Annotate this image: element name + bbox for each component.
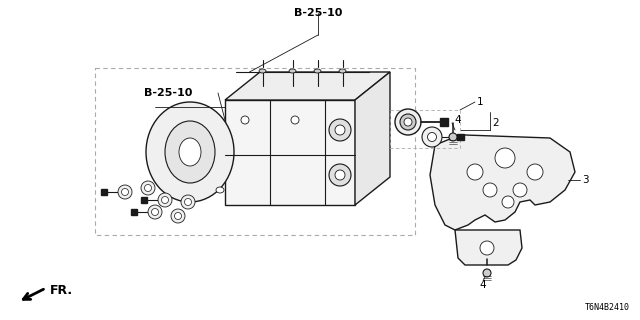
Polygon shape <box>430 135 575 230</box>
Text: T6N4B2410: T6N4B2410 <box>585 303 630 312</box>
Ellipse shape <box>502 196 514 208</box>
Ellipse shape <box>314 69 321 73</box>
Polygon shape <box>440 118 448 126</box>
Ellipse shape <box>118 185 132 199</box>
Ellipse shape <box>289 69 296 73</box>
Ellipse shape <box>513 183 527 197</box>
Polygon shape <box>141 197 147 203</box>
Polygon shape <box>355 72 390 205</box>
Polygon shape <box>225 100 355 205</box>
Ellipse shape <box>404 118 412 126</box>
Ellipse shape <box>422 127 442 147</box>
Ellipse shape <box>527 164 543 180</box>
Ellipse shape <box>483 269 491 277</box>
Text: 2: 2 <box>492 118 499 128</box>
Ellipse shape <box>339 69 346 73</box>
Ellipse shape <box>241 116 249 124</box>
Text: 3: 3 <box>582 175 589 185</box>
Ellipse shape <box>179 138 201 166</box>
Ellipse shape <box>495 148 515 168</box>
Ellipse shape <box>216 187 224 193</box>
Ellipse shape <box>161 196 168 204</box>
Ellipse shape <box>259 69 266 73</box>
Text: 1: 1 <box>477 97 484 107</box>
Text: 4: 4 <box>454 115 461 125</box>
Ellipse shape <box>400 114 416 130</box>
Ellipse shape <box>449 133 457 141</box>
Polygon shape <box>101 189 107 195</box>
Polygon shape <box>131 209 137 215</box>
Ellipse shape <box>181 195 195 209</box>
Ellipse shape <box>175 212 182 220</box>
Ellipse shape <box>184 198 191 205</box>
Ellipse shape <box>483 183 497 197</box>
Text: B-25-10: B-25-10 <box>144 88 192 98</box>
Ellipse shape <box>165 121 215 183</box>
Ellipse shape <box>335 125 345 135</box>
Ellipse shape <box>152 209 159 215</box>
Ellipse shape <box>122 188 129 196</box>
Text: B-25-10: B-25-10 <box>294 8 342 18</box>
Ellipse shape <box>158 193 172 207</box>
Text: FR.: FR. <box>50 284 73 297</box>
Ellipse shape <box>467 164 483 180</box>
Ellipse shape <box>148 205 162 219</box>
Ellipse shape <box>329 119 351 141</box>
Ellipse shape <box>395 109 421 135</box>
Ellipse shape <box>145 185 152 191</box>
Ellipse shape <box>171 209 185 223</box>
Polygon shape <box>455 230 522 265</box>
Ellipse shape <box>291 116 299 124</box>
Polygon shape <box>225 72 390 100</box>
Ellipse shape <box>141 181 155 195</box>
Ellipse shape <box>428 132 436 141</box>
Polygon shape <box>457 134 464 140</box>
Ellipse shape <box>335 170 345 180</box>
Ellipse shape <box>480 241 494 255</box>
Ellipse shape <box>329 164 351 186</box>
Ellipse shape <box>146 102 234 202</box>
Text: 4: 4 <box>480 280 486 290</box>
